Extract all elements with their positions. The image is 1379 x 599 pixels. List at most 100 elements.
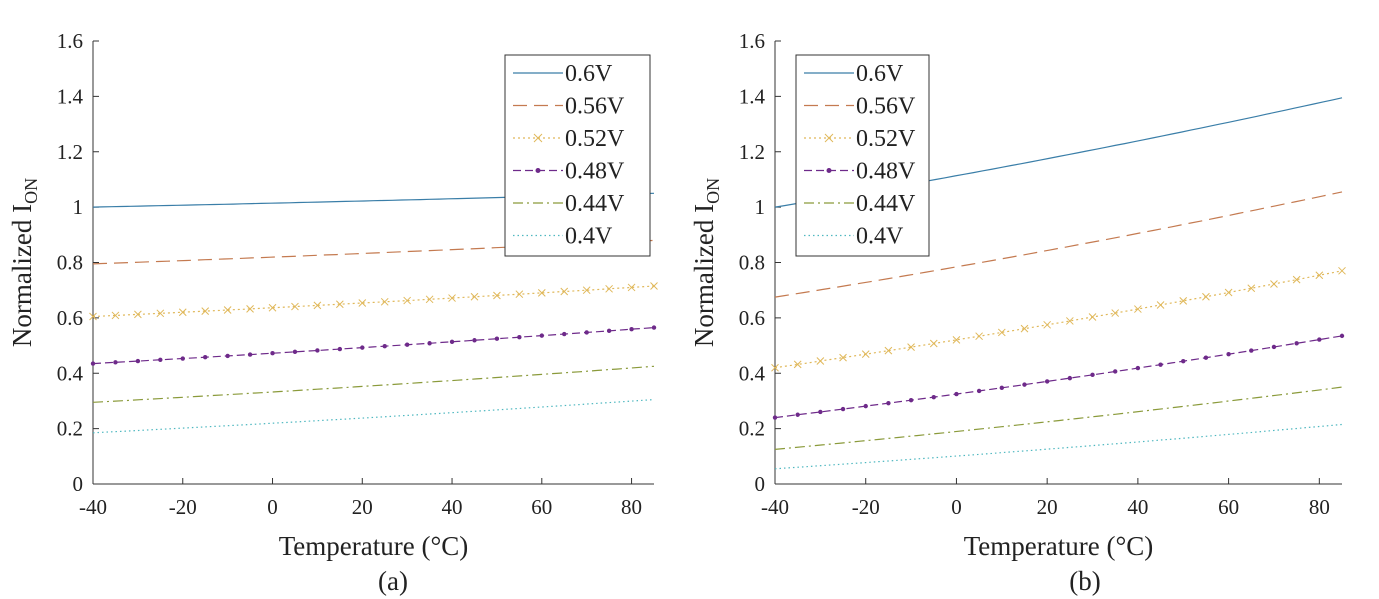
x-axis-label: Temperature (°C) <box>964 531 1154 561</box>
marker-stroke <box>1247 284 1256 293</box>
marker-stroke <box>1020 324 1029 333</box>
data-point-0.48V <box>1339 333 1345 339</box>
marker-stroke <box>861 350 870 359</box>
marker-stroke <box>358 299 367 307</box>
data-point-0.52V <box>1292 275 1301 284</box>
data-point-0.48V <box>1226 351 1231 357</box>
x-tick-label: 0 <box>267 495 278 519</box>
series-line-0.56V <box>774 191 1343 298</box>
marker-stroke <box>1338 266 1346 275</box>
data-point-0.52V <box>425 295 434 304</box>
data-point-0.48V <box>954 391 959 397</box>
data-point-0.52V <box>178 308 187 317</box>
y-tick-label: 1.4 <box>57 84 84 108</box>
y-tick-label: 0.8 <box>739 251 765 275</box>
marker-stroke <box>884 346 893 355</box>
data-point-0.52V <box>997 328 1006 337</box>
y-axis-label-subscript: ON <box>703 178 723 204</box>
y-tick-label: 1 <box>755 195 766 219</box>
data-point-0.48V <box>292 349 298 355</box>
data-point-0.48V <box>772 415 778 420</box>
data-point-0.48V <box>180 356 185 361</box>
data-point-0.48V <box>840 406 846 412</box>
data-point-0.48V <box>247 352 253 357</box>
legend-box <box>504 54 651 257</box>
data-point-0.52V <box>1088 313 1097 321</box>
x-tick-label: 40 <box>1127 495 1148 519</box>
marker-stroke <box>1270 280 1278 288</box>
data-point-0.48V <box>908 397 914 403</box>
series-line-0.48V <box>92 327 655 365</box>
marker-stroke <box>268 303 277 312</box>
x-tick-label: 80 <box>621 495 642 519</box>
marker-stroke <box>1088 313 1097 321</box>
marker-stroke <box>1202 292 1210 301</box>
marker-stroke <box>907 343 915 351</box>
marker-stroke <box>223 306 232 314</box>
data-point-0.52V <box>793 360 802 369</box>
legend: 0.6V 0.56V 0.52V 0.48V 0.44V 0.4V <box>795 54 930 257</box>
marker-stroke <box>313 301 322 310</box>
marker-stroke <box>560 287 569 296</box>
marker-stroke <box>448 294 456 302</box>
marker-stroke <box>537 289 546 297</box>
data-point-0.48V <box>1294 341 1299 346</box>
data-point-0.48V <box>1044 379 1050 384</box>
y-tick-label: 0.6 <box>739 306 765 330</box>
y-tick-label: 0.4 <box>57 361 84 385</box>
data-point-0.52V <box>470 292 479 301</box>
data-point-0.48V <box>1249 348 1254 353</box>
data-point-0.52V <box>816 357 825 365</box>
data-point-0.48V <box>1067 375 1073 381</box>
data-point-0.48V <box>90 361 96 366</box>
data-point-0.48V <box>382 343 387 349</box>
data-point-0.48V <box>427 341 432 346</box>
marker-stroke <box>605 284 613 293</box>
data-point-0.48V <box>1317 337 1322 342</box>
data-point-0.48V <box>1090 372 1095 378</box>
data-point-0.48V <box>539 333 544 338</box>
data-point-0.52V <box>515 290 524 299</box>
series-line-0.44V <box>774 386 1343 450</box>
marker-stroke <box>1111 309 1120 317</box>
y-tick-label: 1.4 <box>739 84 766 108</box>
data-point-0.48V <box>1022 382 1027 387</box>
legend-label-0.6V: 0.6V <box>856 61 904 87</box>
data-point-0.52V <box>975 332 983 341</box>
legend-label-0.48V: 0.48V <box>856 159 916 185</box>
data-point-0.52V <box>1020 324 1029 333</box>
marker-stroke <box>1315 271 1324 280</box>
data-point-0.52V <box>380 297 389 306</box>
x-tick-label: -20 <box>169 495 197 519</box>
marker-stroke <box>89 312 97 321</box>
x-tick-label: 20 <box>352 495 373 519</box>
data-point-0.48V <box>1271 344 1277 350</box>
data-point-0.52V <box>1065 317 1074 325</box>
legend-label-0.56V: 0.56V <box>565 94 625 120</box>
marker-stroke <box>515 290 524 299</box>
data-point-0.52V <box>448 294 456 302</box>
marker-stroke <box>929 339 938 348</box>
legend-box <box>795 54 930 257</box>
marker-stroke <box>627 283 636 292</box>
y-axis-label-subscript: ON <box>21 178 41 204</box>
panel-caption: (a) <box>378 566 408 596</box>
y-tick-label: 0.2 <box>57 417 83 441</box>
y-tick-label: 1.2 <box>57 140 83 164</box>
legend-label-0.56V: 0.56V <box>856 94 916 120</box>
marker-stroke <box>1292 275 1301 284</box>
data-point-0.52V <box>1270 280 1278 288</box>
marker-stroke <box>839 353 847 362</box>
series-line-0.52V <box>92 285 655 318</box>
x-tick-label: 80 <box>1309 495 1330 519</box>
data-point-0.52V <box>246 305 254 313</box>
y-tick-label: 0.6 <box>57 306 83 330</box>
marker-stroke <box>582 286 591 295</box>
x-axis-label: Temperature (°C) <box>279 531 469 561</box>
data-point-0.52V <box>335 300 344 309</box>
x-tick-label: 60 <box>1218 495 1239 519</box>
series-line-0.44V <box>92 365 655 403</box>
data-point-0.48V <box>315 348 320 353</box>
legend-label-0.6V: 0.6V <box>565 61 613 87</box>
